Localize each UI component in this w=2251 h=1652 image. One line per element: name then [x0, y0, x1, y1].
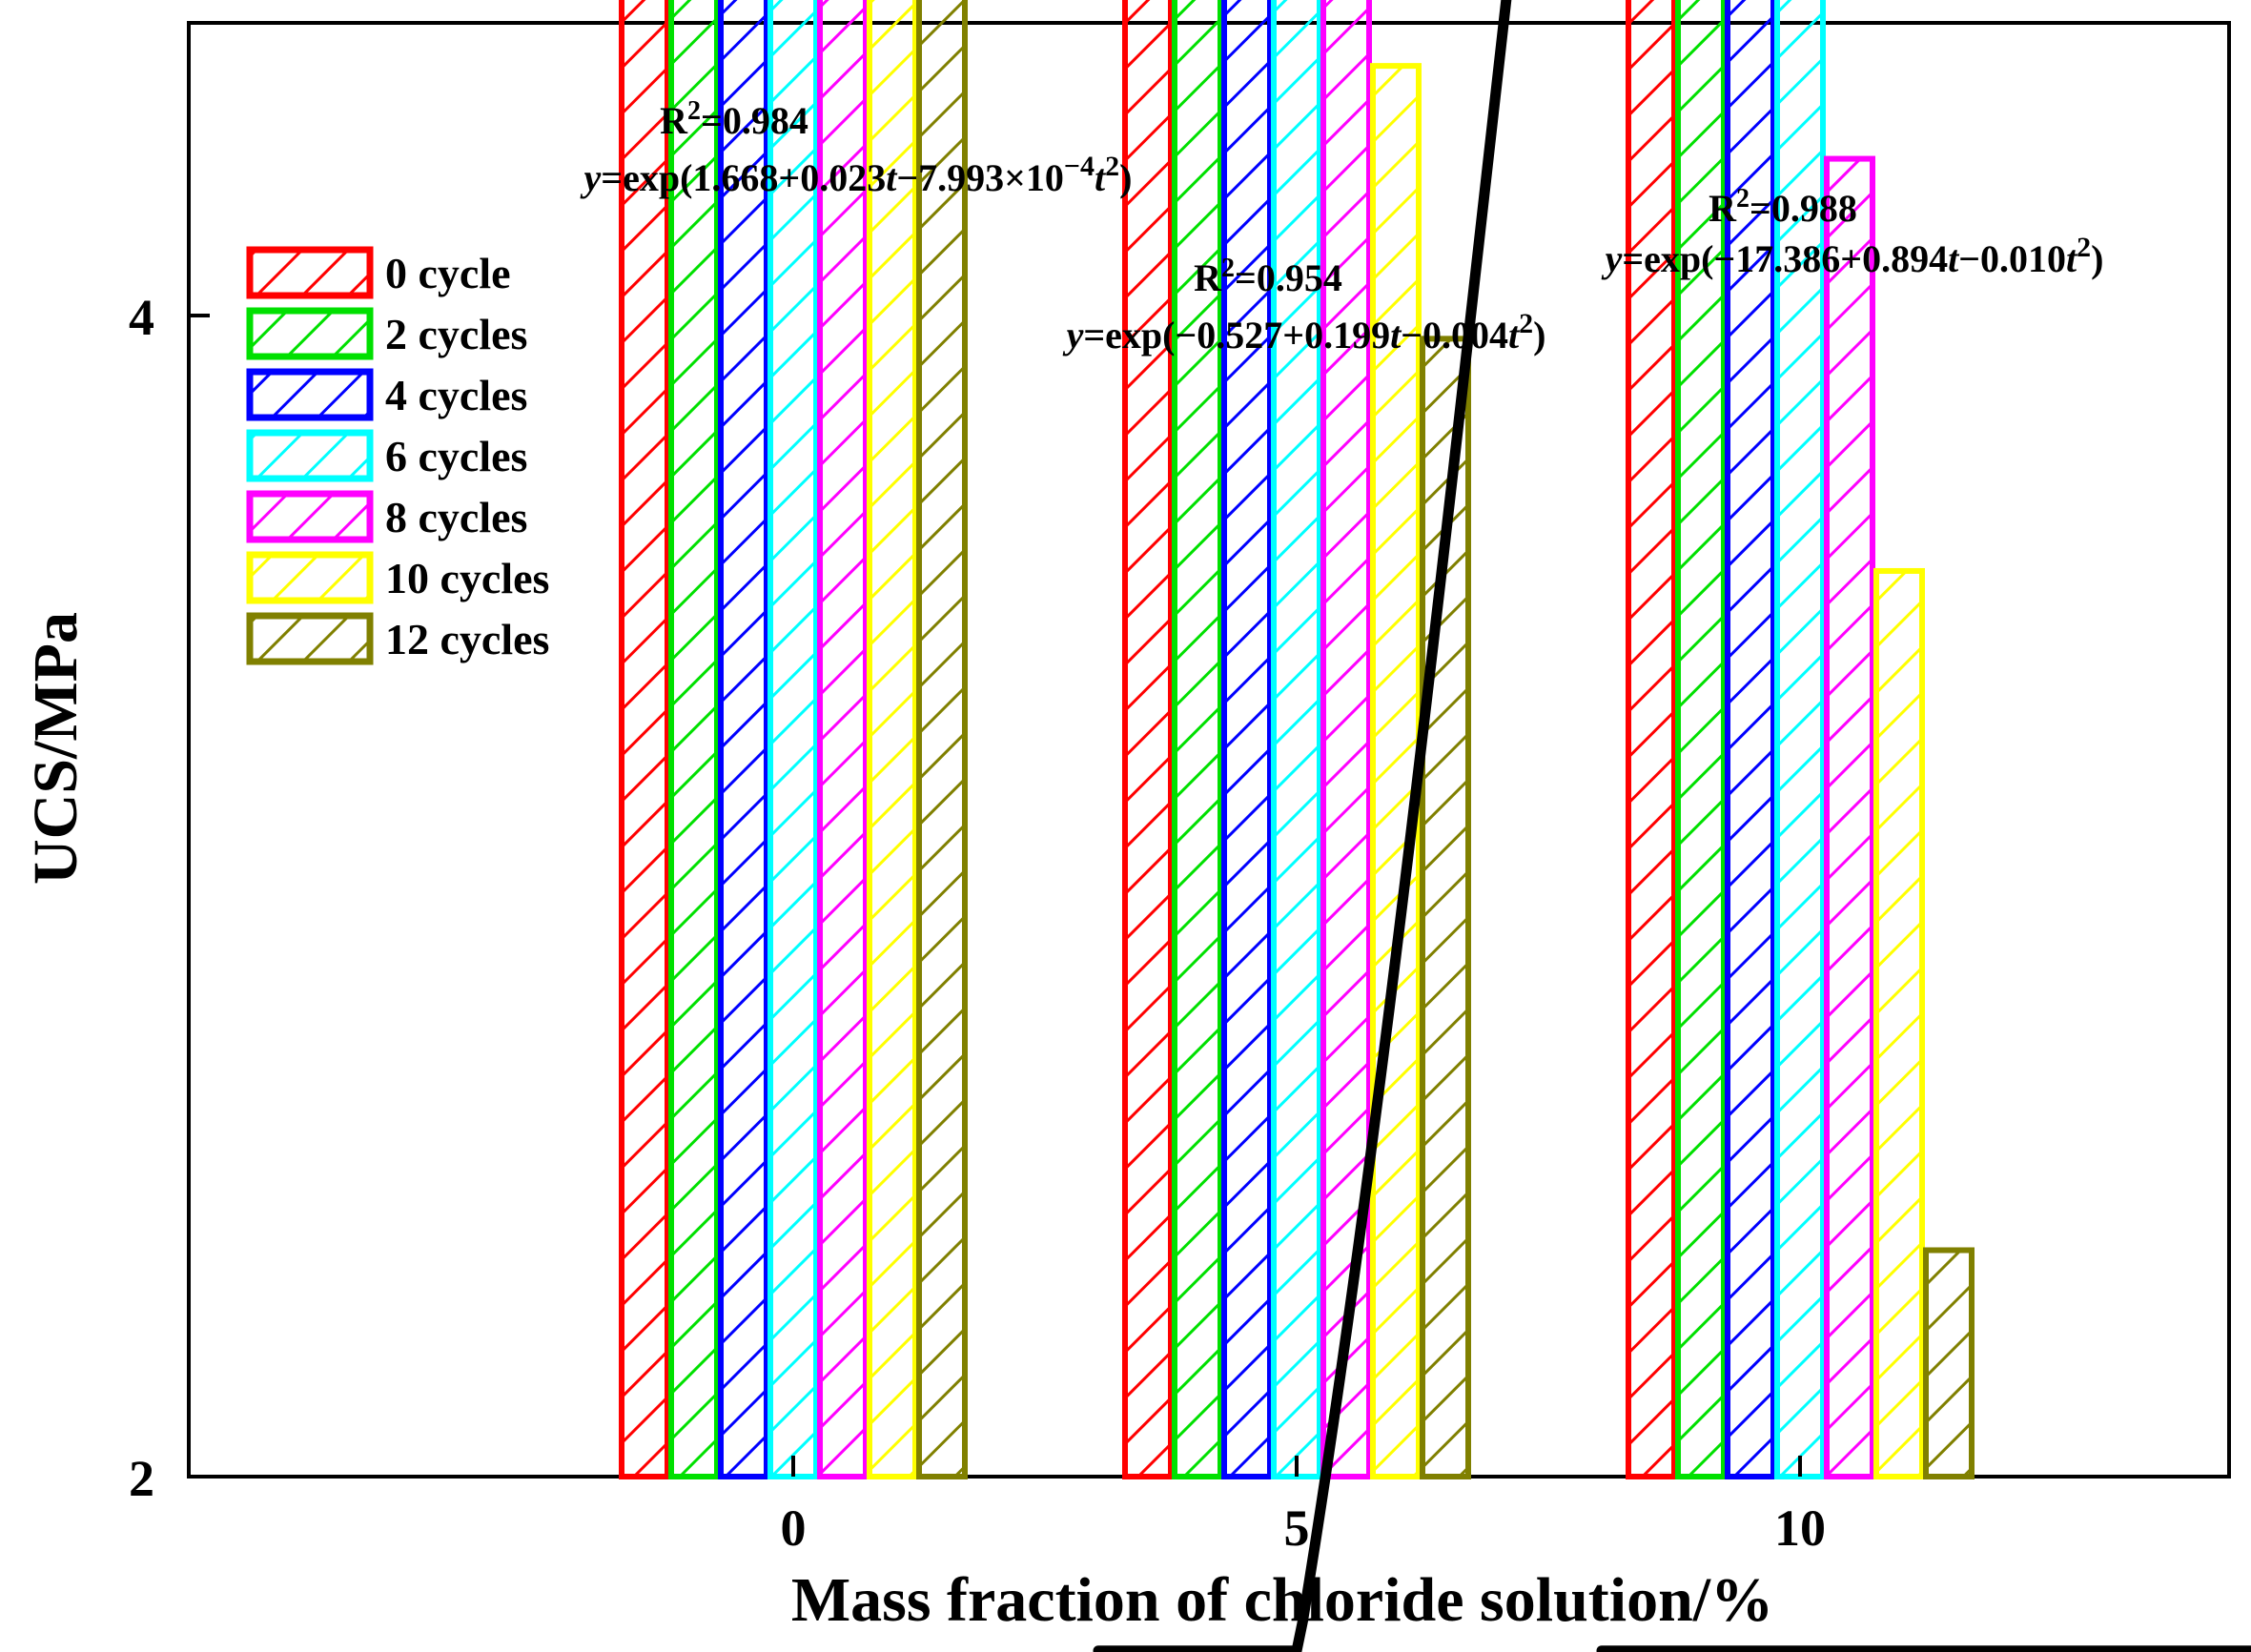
- x-tick-label-0: 0: [781, 1499, 807, 1557]
- legend-label-6-cycles: 6 cycles: [385, 432, 527, 480]
- bar-4-cycles-cat-10: [1725, 0, 1776, 1480]
- legend: 0 cycle 2 cycles 4 cycles 6 cycles 8 cycles 1…: [246, 246, 549, 665]
- fit-r2-10: R2=0.988: [1709, 184, 1857, 231]
- fit-equation-0: y=exp(1.668+0.023t−7.993×10−4t2): [581, 151, 1133, 200]
- fit-equation-10: y=exp(−17.386+0.894t−0.010t2): [1602, 232, 2104, 281]
- legend-swatch-4-cycles: [246, 368, 374, 421]
- y-tick-label-2: 2: [129, 1450, 154, 1507]
- bar-12-cycles-cat-0: [916, 0, 968, 1479]
- x-axis-label: Mass fraction of chloride solution/%: [791, 1565, 1773, 1635]
- y-tick-label-4: 4: [129, 289, 154, 346]
- fit-curves-layer: [1093, 0, 2251, 1652]
- bar-10-cycles-cat-5: [1370, 63, 1422, 1479]
- fit-equation-5: y=exp(−0.527+0.199t−0.004t2): [1063, 308, 1546, 357]
- legend-label-4-cycles: 4 cycles: [385, 371, 527, 419]
- bar-6-cycles-cat-10: [1774, 0, 1826, 1479]
- legend-swatch-10-cycles: [246, 551, 374, 604]
- fit-curve-5: [1093, 0, 1512, 1652]
- bar-8-cycles-cat-0: [817, 0, 869, 1479]
- bar-6-cycles-cat-0: [767, 0, 819, 1480]
- bar-0-cycle-cat-5: [1122, 0, 1174, 1479]
- legend-swatch-12-cycles: [246, 612, 374, 665]
- legend-label-2-cycles: 2 cycles: [385, 310, 527, 358]
- bar-2-cycles-cat-5: [1172, 0, 1223, 1479]
- fit-r2-5: R2=0.954: [1194, 254, 1342, 300]
- bar-4-cycles-cat-5: [1221, 0, 1273, 1480]
- bars-layer: [619, 0, 1975, 1480]
- bar-2-cycles-cat-10: [1675, 0, 1727, 1480]
- bar-6-cycles-cat-5: [1271, 0, 1322, 1480]
- legend-label-12-cycles: 12 cycles: [385, 615, 549, 663]
- bar-10-cycles-cat-10: [1873, 567, 1925, 1479]
- fit-r2-0: R2=0.984: [660, 96, 808, 143]
- bar-12-cycles-cat-10: [1923, 1247, 1975, 1479]
- bar-0-cycle-cat-0: [619, 0, 670, 1480]
- bar-10-cycles-cat-0: [867, 0, 918, 1479]
- legend-swatch-2-cycles: [246, 307, 374, 360]
- x-tick-label-10: 10: [1774, 1499, 1826, 1557]
- legend-label-0-cycle: 0 cycle: [385, 249, 511, 297]
- bar-2-cycles-cat-0: [668, 0, 720, 1479]
- bar-8-cycles-cat-10: [1824, 155, 1875, 1480]
- legend-label-8-cycles: 8 cycles: [385, 493, 527, 541]
- legend-swatch-8-cycles: [246, 490, 374, 543]
- fit-annotations: R2=0.984 y=exp(1.668+0.023t−7.993×10−4t2)…: [581, 96, 2104, 357]
- axes-layer: 2460510: [129, 289, 1826, 1557]
- legend-swatch-6-cycles: [246, 429, 374, 482]
- y-axis-label: UCS/MPa: [21, 612, 91, 885]
- x-tick-label-5: 5: [1284, 1499, 1310, 1557]
- bar-4-cycles-cat-0: [718, 0, 769, 1479]
- legend-label-10-cycles: 10 cycles: [385, 554, 549, 602]
- legend-swatch-0-cycle: [246, 246, 374, 299]
- bar-0-cycle-cat-10: [1626, 0, 1677, 1479]
